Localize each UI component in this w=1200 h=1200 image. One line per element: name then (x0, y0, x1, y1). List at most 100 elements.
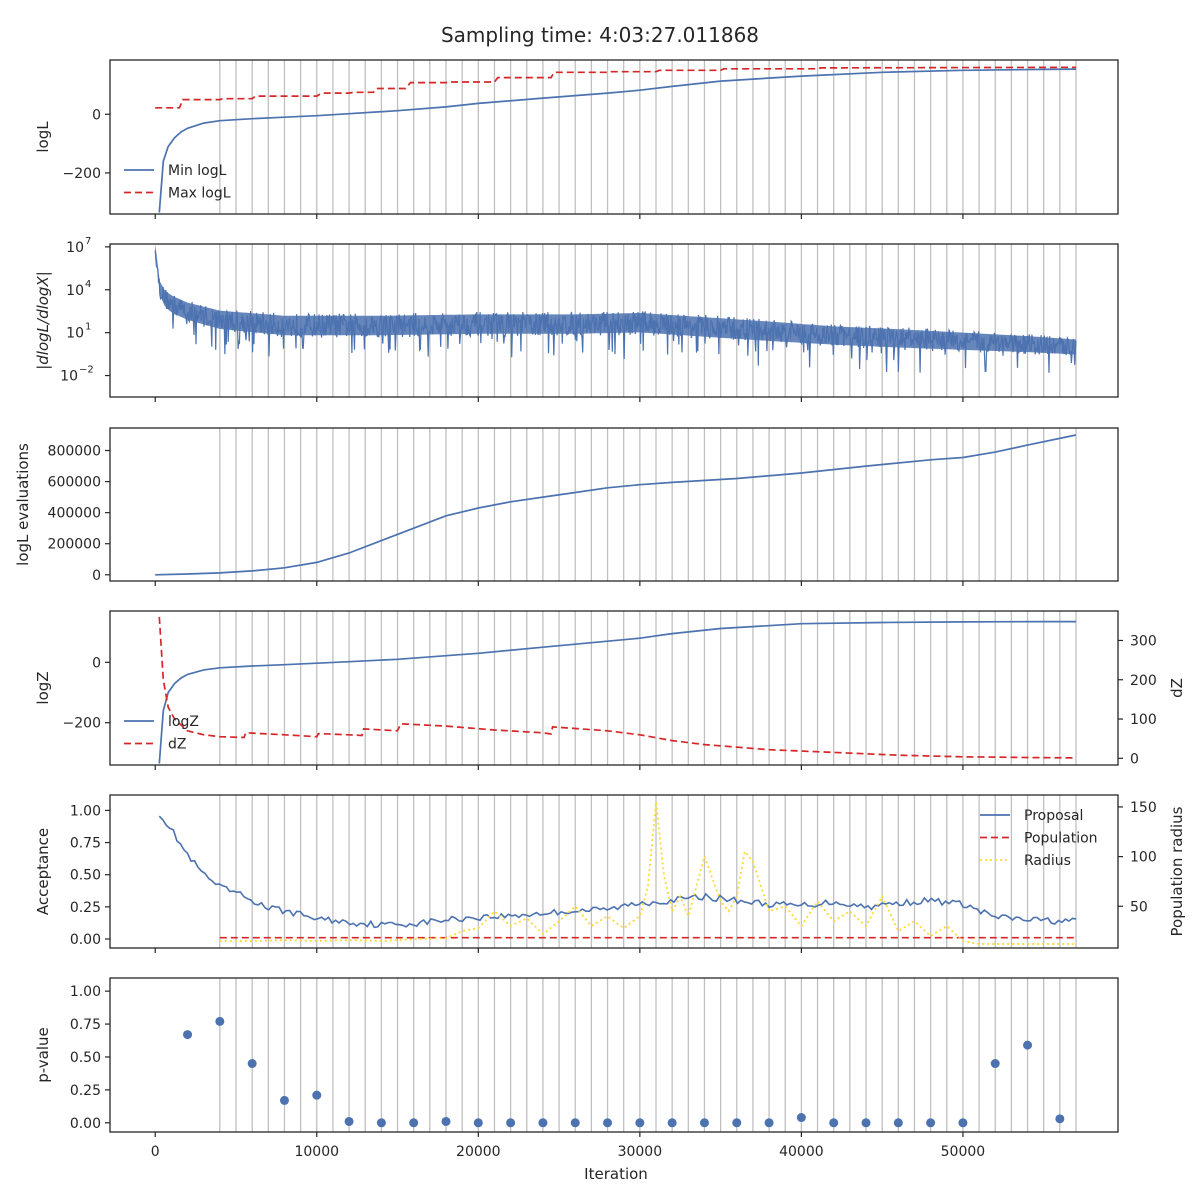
x-tick-label: 40000 (779, 1144, 824, 1160)
y-tick-exponent: 7 (85, 236, 91, 247)
y-tick-label: −200 (63, 166, 101, 182)
y2-axis-label: dZ (1168, 678, 1186, 698)
data-point (473, 1118, 483, 1128)
data-point (409, 1118, 419, 1128)
axes-frame (109, 794, 1119, 949)
x-tick-label: 20000 (456, 1144, 501, 1160)
series-dlogl-band (155, 244, 1076, 355)
legend-label: Max logL (168, 186, 231, 202)
x-tick-label: 50000 (941, 1144, 986, 1160)
data-point (764, 1118, 774, 1128)
data-point (667, 1118, 677, 1128)
y-tick-label: 0.50 (70, 1050, 101, 1066)
legend-label: Radius (1024, 853, 1071, 869)
y2-tick-label: 200 (1130, 673, 1157, 689)
series-radius (219, 801, 1076, 945)
data-point (570, 1118, 580, 1128)
x-tick-label: 10000 (294, 1144, 339, 1160)
panel-acceptance: 0.00 0.25 0.50 0.75 1.00 50 100 150 Population r… (34, 794, 1186, 953)
y2-tick-label: 150 (1130, 800, 1157, 816)
y-tick-label: 10 (60, 369, 78, 385)
data-point (796, 1113, 806, 1123)
y-tick-label: 10 (66, 240, 84, 256)
y-tick-label: 1.00 (70, 803, 101, 819)
axes-frame (109, 59, 1119, 215)
y2-axis-label: Population radius (1168, 806, 1186, 936)
series-dz (158, 616, 1077, 759)
y-tick-label: 0 (92, 107, 101, 123)
data-point (990, 1059, 1000, 1069)
y-axis-label: logL evaluations (14, 443, 32, 566)
data-point (1055, 1114, 1065, 1124)
legend-label: logZ (168, 714, 199, 730)
data-point (441, 1116, 451, 1126)
series-evaluations (155, 434, 1077, 576)
y-tick-exponent: 4 (85, 279, 91, 290)
data-point (312, 1090, 322, 1100)
data-point (926, 1118, 936, 1128)
plot-area-logz (158, 611, 1077, 765)
data-point (603, 1118, 613, 1128)
data-point (699, 1118, 709, 1128)
y-tick-label: 1.00 (70, 984, 101, 1000)
y2-tick-label: 100 (1130, 850, 1157, 866)
y-tick-exponent: −2 (79, 365, 94, 376)
x-tick-label: 0 (151, 1144, 160, 1160)
y-tick-exponent: 1 (85, 322, 91, 333)
y2-tick-label: 0 (1130, 751, 1139, 767)
y-tick-label: 0.00 (70, 1116, 101, 1132)
data-point (376, 1118, 386, 1128)
plot-area-logL (155, 60, 1077, 214)
series-proposal (158, 815, 1077, 929)
data-point (183, 1030, 193, 1040)
plot-area-evaluations (155, 428, 1077, 581)
y2-tick-label: 50 (1130, 899, 1148, 915)
y-axis-label: logL (34, 121, 52, 153)
series-max-logl (155, 66, 1077, 109)
y-tick-label: −200 (63, 716, 101, 732)
y2-tick-label: 100 (1130, 712, 1157, 728)
data-point (635, 1118, 645, 1128)
axes-frame (109, 610, 1119, 766)
plot-area-pvalue (183, 978, 1077, 1132)
legend-label: Proposal (1024, 808, 1083, 824)
y-axis-label: |dlogL/dlogX| (34, 271, 52, 370)
y2-tick-label: 300 (1130, 633, 1157, 649)
data-point (829, 1118, 839, 1128)
y-tick-label: 400000 (48, 506, 101, 522)
panel-logz: −200 0 0 100 200 300 dZ logZ logZ dZ (34, 610, 1186, 770)
plot-area-acceptance (158, 795, 1077, 948)
figure-title: Sampling time: 4:03:27.011868 (441, 23, 759, 47)
y-tick-label: 0.50 (70, 868, 101, 884)
data-point (732, 1118, 742, 1128)
panel-logL: −200 0 logL Min logL Max logL (34, 59, 1119, 219)
y-tick-label: 0 (92, 568, 101, 584)
data-point (538, 1118, 548, 1128)
panel-evaluations: 0 200000 400000 600000 800000 logL evaluation… (14, 427, 1119, 586)
x-axis-label: Iteration (584, 1165, 648, 1183)
y-axis-label: logZ (34, 671, 52, 704)
axes-frame (109, 243, 1119, 398)
y-axis-label: Acceptance (34, 828, 52, 915)
data-point (958, 1118, 968, 1128)
data-point (279, 1095, 289, 1105)
legend-label: dZ (168, 737, 186, 753)
y-tick-label: 0.25 (70, 900, 101, 916)
series-min-logl (158, 68, 1077, 213)
y-tick-label: 800000 (48, 444, 101, 460)
axes-frame (109, 977, 1119, 1133)
axes-frame (109, 427, 1119, 582)
data-point (344, 1116, 354, 1126)
data-point (506, 1118, 516, 1128)
x-tick-label: 30000 (618, 1144, 663, 1160)
y-tick-label: 200000 (48, 537, 101, 553)
y-tick-label: 600000 (48, 475, 101, 491)
series-logz (158, 620, 1076, 764)
data-point (215, 1016, 225, 1026)
y-tick-label: 0 (92, 655, 101, 671)
legend-label: Population (1024, 831, 1098, 847)
data-point (893, 1118, 903, 1128)
y-tick-label: 10 (66, 326, 84, 342)
